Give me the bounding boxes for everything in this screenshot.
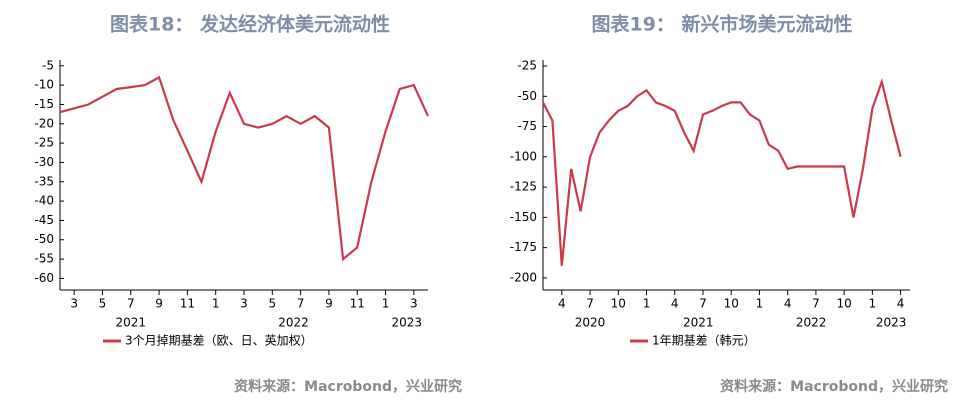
x-tick-label: 3 [240, 297, 248, 311]
x-tick-label: 1 [382, 297, 390, 311]
y-tick-label: -10 [34, 78, 54, 92]
y-tick-label: -25 [517, 59, 537, 73]
y-tick-label: -60 [34, 271, 54, 285]
y-tick-label: -100 [510, 149, 537, 163]
y-tick-label: -15 [34, 97, 54, 111]
data-line [59, 75, 430, 262]
x-tick-label: 1 [212, 297, 220, 311]
y-tick-label: -50 [34, 232, 54, 246]
y-tick-label: -125 [510, 180, 537, 194]
y-tick-label: -35 [34, 174, 54, 188]
year-label: 2021 [115, 316, 146, 330]
y-tick-label: -25 [34, 136, 54, 150]
year-label: 2020 [575, 316, 606, 330]
x-tick-label: 10 [836, 297, 851, 311]
year-label: 2023 [391, 316, 422, 330]
y-tick-label: -175 [510, 240, 537, 254]
x-tick-label: 3 [410, 297, 418, 311]
x-tick-label: 1 [869, 297, 877, 311]
data-line [542, 77, 902, 266]
y-tick-label: -150 [510, 210, 537, 224]
legend-label: 3个月掉期基差（欧、日、英加权） [125, 334, 313, 348]
x-tick-label: 3 [70, 297, 78, 311]
x-tick-label: 4 [671, 297, 679, 311]
x-tick-label: 5 [268, 297, 276, 311]
y-tick-label: -45 [34, 213, 54, 227]
x-tick-label: 4 [558, 297, 566, 311]
year-label: 2021 [683, 316, 714, 330]
x-tick-label: 1 [643, 297, 651, 311]
x-tick-label: 4 [784, 297, 792, 311]
x-tick-label: 7 [812, 297, 820, 311]
year-label: 2023 [876, 316, 907, 330]
source-note: 资料来源：Macrobond，兴业研究 [720, 378, 948, 395]
x-tick-label: 7 [127, 297, 135, 311]
chart-title: 图表18： 发达经济体美元流动性 [110, 13, 390, 36]
year-label: 2022 [278, 316, 309, 330]
legend-label: 1年期基差（韩元） [652, 333, 756, 348]
y-tick-label: -55 [34, 252, 54, 266]
year-label: 2022 [796, 316, 827, 330]
y-tick-label: -40 [34, 194, 54, 208]
y-tick-label: -50 [517, 89, 537, 103]
x-tick-label: 4 [897, 297, 905, 311]
x-tick-label: 7 [586, 297, 594, 311]
x-tick-label: 5 [99, 297, 107, 311]
x-tick-label: 10 [724, 297, 739, 311]
x-tick-label: 9 [155, 297, 163, 311]
x-tick-label: 10 [611, 297, 626, 311]
y-tick-label: -20 [34, 116, 54, 130]
x-tick-label: 11 [180, 297, 195, 311]
y-tick-label: -200 [510, 270, 537, 284]
x-tick-label: 7 [297, 297, 305, 311]
x-tick-label: 7 [699, 297, 707, 311]
x-tick-label: 11 [350, 297, 365, 311]
y-tick-label: -30 [34, 155, 54, 169]
x-tick-label: 1 [756, 297, 764, 311]
y-tick-label: -75 [517, 119, 537, 133]
source-note: 资料来源：Macrobond，兴业研究 [234, 378, 462, 395]
chart-title: 图表19： 新兴市场美元流动性 [591, 13, 852, 36]
x-tick-label: 9 [325, 297, 333, 311]
y-tick-label: -5 [42, 58, 54, 72]
